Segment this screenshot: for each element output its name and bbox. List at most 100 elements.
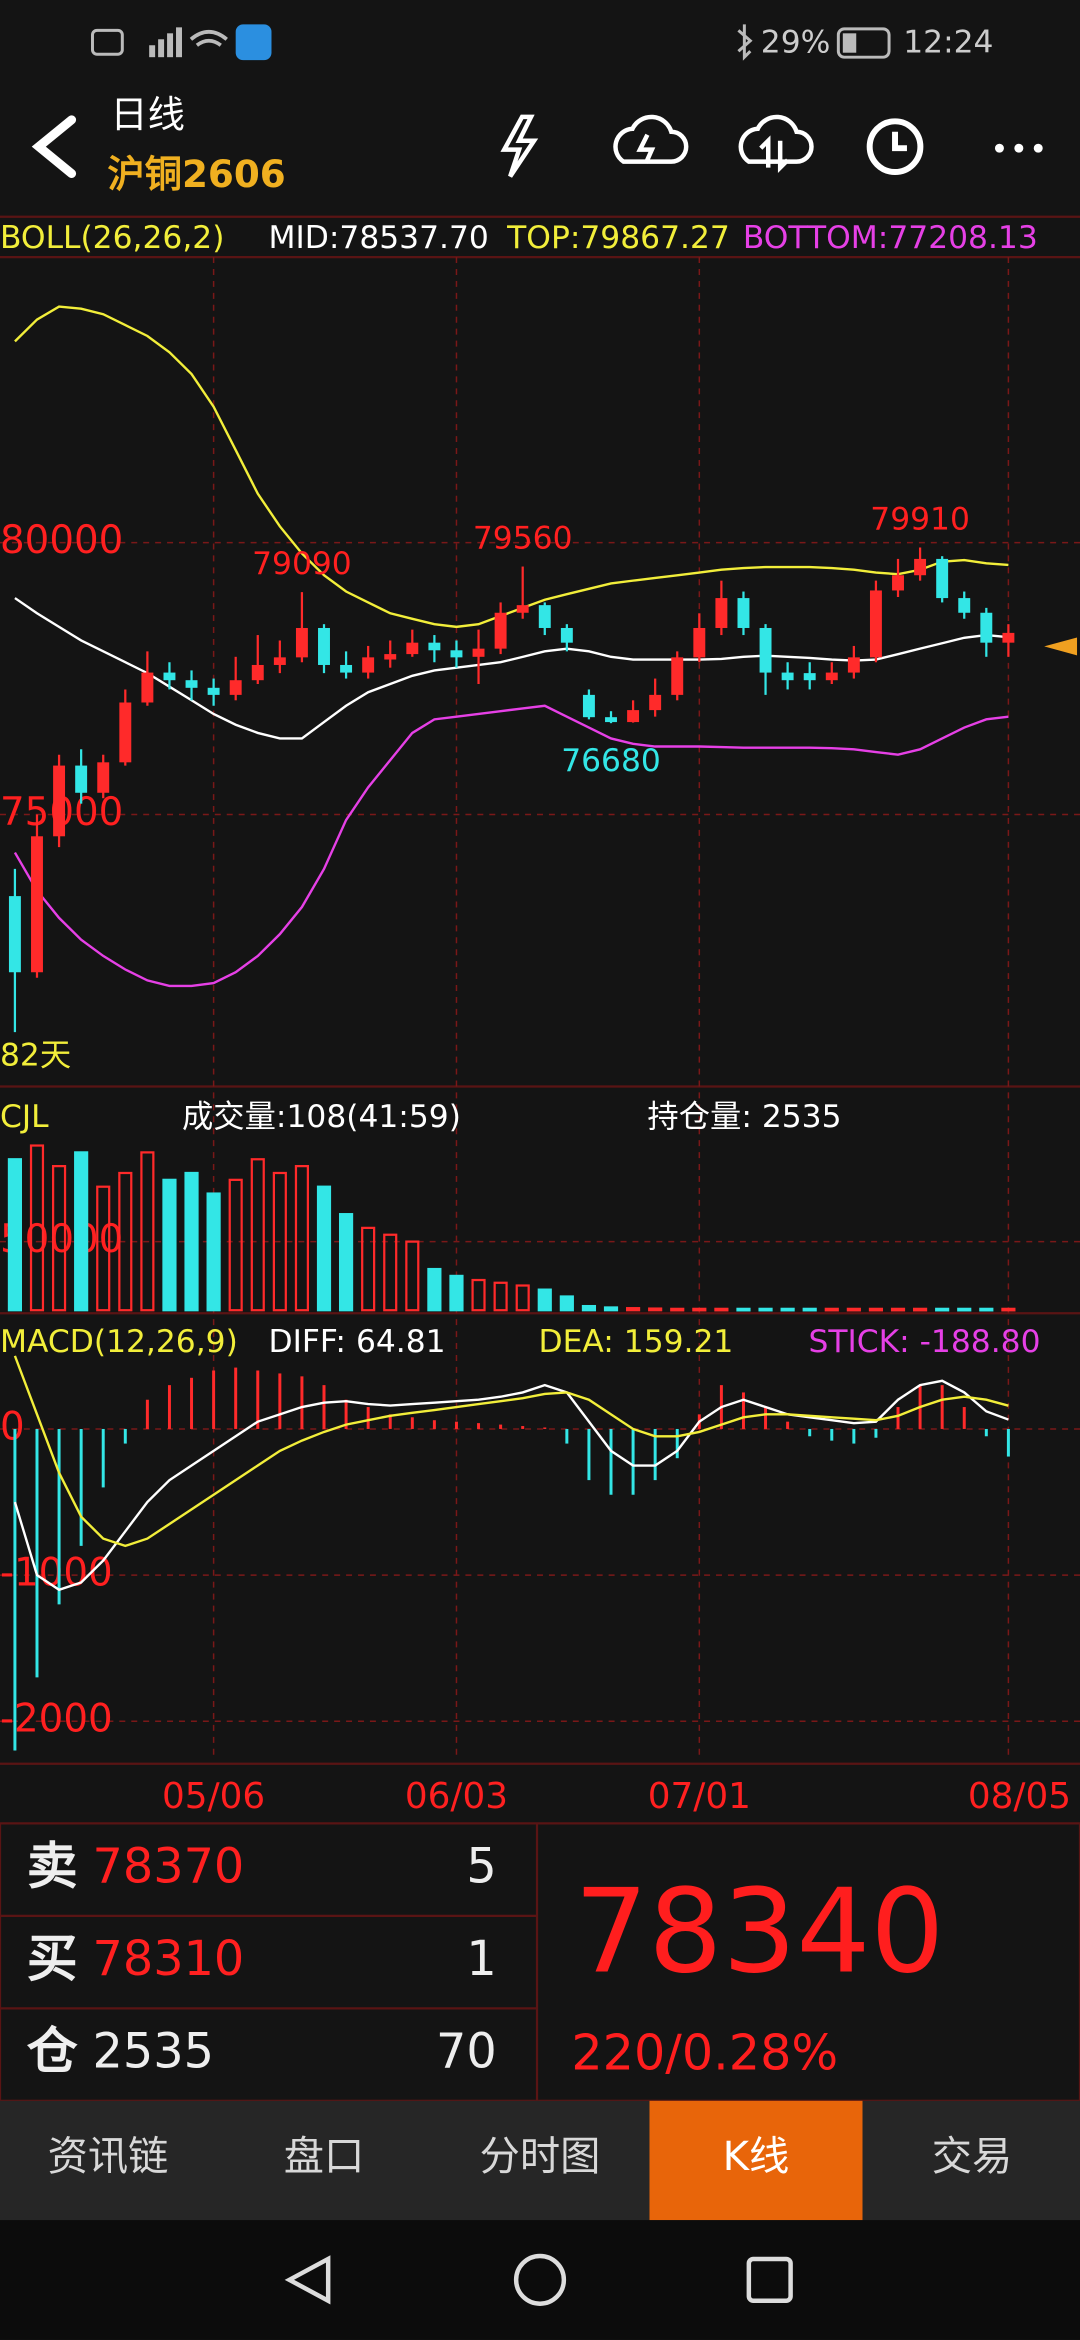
y-tick-label: 0 [0, 1404, 25, 1449]
volume-bar [162, 1178, 177, 1312]
more-button[interactable] [994, 143, 1043, 153]
candle-body [362, 657, 375, 673]
candle-body [295, 627, 308, 658]
price-change: 220/0.28% [571, 2024, 838, 2082]
volume-bar [868, 1307, 884, 1312]
candle-body [1002, 632, 1015, 643]
candle-body [450, 650, 463, 658]
tab[interactable]: 盘口 [284, 2134, 365, 2180]
candle-body [693, 627, 706, 658]
tab[interactable]: 分时图 [480, 2134, 601, 2180]
volume-bar [559, 1295, 574, 1312]
indicator-title: CJL [0, 1099, 49, 1135]
volume-bar [957, 1307, 972, 1312]
volume-bar [890, 1307, 906, 1312]
candle-body [119, 702, 132, 763]
candle-body [671, 657, 684, 695]
volume-bar [29, 1144, 45, 1312]
volume-bar [51, 1165, 67, 1312]
candle-body [97, 762, 110, 793]
volume-bar [338, 1213, 354, 1312]
volume-bar [250, 1158, 265, 1312]
volume-bar [383, 1233, 398, 1312]
volume-bar [802, 1307, 817, 1312]
candle-body [141, 672, 154, 703]
volume-bar [427, 1267, 442, 1312]
flash-button[interactable] [500, 114, 539, 178]
tab[interactable]: 资讯链 [48, 2134, 169, 2180]
period-title: 日线 [110, 92, 185, 136]
volume-bar [714, 1307, 729, 1312]
candle-body [251, 664, 264, 681]
volume-bar [316, 1185, 332, 1312]
legend-entry: MID:78537.70 [269, 220, 489, 256]
nav-back[interactable] [284, 2255, 331, 2305]
volume-bar [913, 1307, 928, 1312]
volume-bar [449, 1274, 464, 1312]
volume-bar [846, 1307, 861, 1312]
candle-body [428, 642, 441, 651]
quote-qty: 1 [466, 1932, 496, 1987]
candle-body [340, 664, 353, 673]
x-tick-label: 08/05 [968, 1776, 1071, 1817]
candle-body [273, 657, 286, 665]
charts: 05/0606/0307/0108/057500080000500000-100… [0, 220, 1080, 1817]
quote-qty: 5 [466, 1840, 496, 1895]
indicator-line [13, 1355, 1009, 1548]
quote-rows: 卖 78370 5 买 78310 1 仓 2535 70 [27, 1837, 497, 2081]
quote-price: 78370 [92, 1840, 244, 1895]
volume-bar [1001, 1307, 1016, 1312]
volume-bar [736, 1307, 751, 1312]
volume-bar [493, 1281, 508, 1312]
legend-entry: DEA: 159.21 [539, 1324, 734, 1360]
volume-bar [979, 1307, 994, 1312]
indicator-line [13, 1379, 1009, 1592]
volume-bar [692, 1307, 707, 1312]
y-tick-label: -2000 [0, 1697, 113, 1742]
tab[interactable]: 交易 [932, 2134, 1013, 2180]
y-tick-label: 80000 [0, 518, 123, 563]
candle-body [31, 836, 43, 973]
candle-body [207, 687, 220, 695]
candle-body [759, 627, 772, 673]
volume-bar [625, 1307, 641, 1312]
volume-bar [272, 1171, 287, 1312]
volume-bar [405, 1240, 420, 1312]
nav-recent[interactable] [746, 2256, 793, 2303]
candle-body [649, 694, 662, 711]
nav-bar [0, 2220, 1080, 2340]
history-hands [892, 131, 907, 152]
candle-body [737, 598, 750, 628]
quote-label: 卖 [27, 1837, 78, 1896]
x-tick-label: 07/01 [648, 1776, 751, 1817]
cloud-sync-button[interactable] [613, 114, 689, 165]
volume-bar [935, 1307, 950, 1312]
tab-highlight [649, 2100, 863, 2221]
nav-home[interactable] [513, 2253, 567, 2306]
candle-body [980, 612, 993, 643]
candle-body [936, 558, 949, 599]
cloud-transfer-button[interactable] [738, 114, 814, 173]
quote-panel [0, 1822, 1080, 2102]
candle-body [803, 673, 816, 681]
candle-body [627, 710, 640, 723]
quote-price: 2535 [92, 2025, 213, 2080]
tab-bar [0, 2100, 1080, 2221]
candle-body [406, 642, 419, 655]
quote-label: 买 [27, 1929, 78, 1988]
candle-body [781, 672, 794, 681]
extreme-label: 79560 [473, 521, 573, 557]
volume-bar [361, 1226, 376, 1312]
indicator-line [13, 704, 1009, 988]
candle-body [605, 717, 617, 723]
volume-bar [96, 1185, 111, 1312]
history-button[interactable] [866, 118, 924, 176]
contract-name: 沪铜2606 [107, 152, 285, 196]
quote-label: 仓 [27, 2022, 78, 2081]
tab[interactable]: K线 [723, 2134, 790, 2180]
back-button[interactable] [31, 115, 77, 179]
candle-body [825, 672, 838, 681]
candle-body [914, 558, 927, 576]
volume-label: 成交量:108(41:59) [182, 1099, 461, 1135]
